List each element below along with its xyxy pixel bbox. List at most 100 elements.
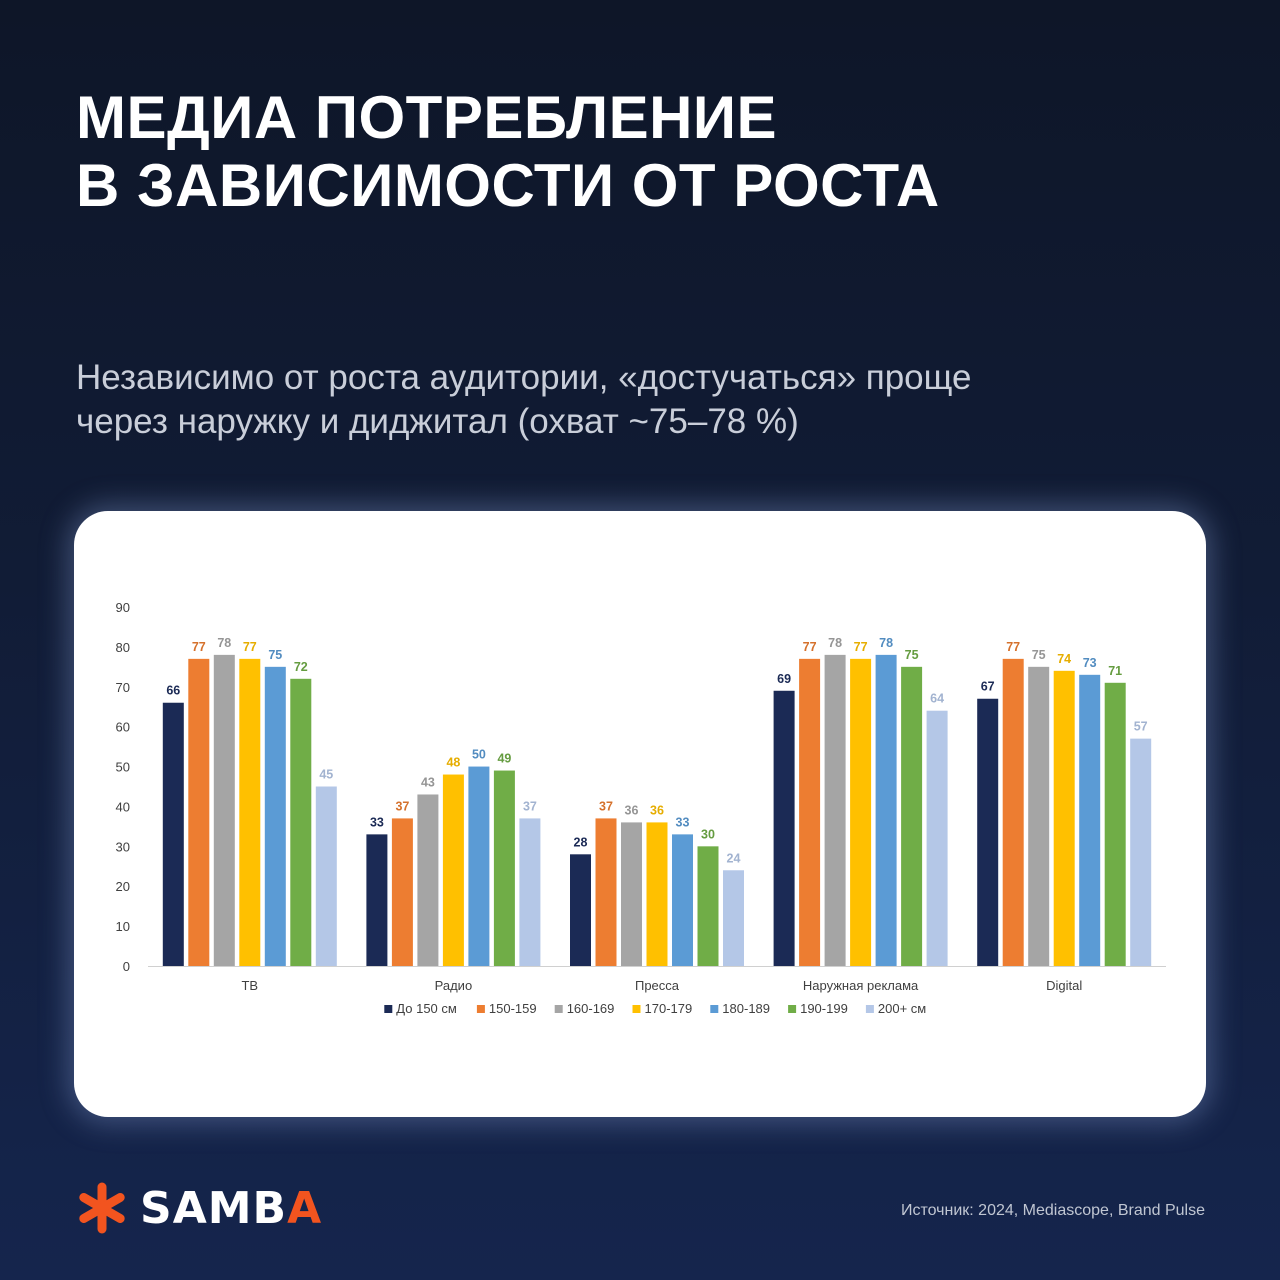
data-label: 45	[319, 768, 333, 782]
legend-swatch	[632, 1005, 641, 1013]
data-label: 36	[650, 803, 664, 817]
data-label: 74	[1057, 652, 1071, 666]
bar	[595, 818, 617, 966]
data-label: 33	[676, 815, 690, 829]
source-note: Источник: 2024, Mediascope, Brand Pulse	[900, 1202, 1205, 1219]
legend-swatch	[384, 1005, 393, 1013]
bar	[239, 658, 261, 966]
page-subtitle: Независимо от роста аудитории, «достучат…	[76, 356, 972, 444]
legend-label: 150-159	[489, 1001, 537, 1016]
data-label: 73	[1083, 656, 1097, 670]
bar	[1053, 670, 1075, 966]
brand-wordmark-accent: A	[287, 1182, 323, 1234]
data-label: 37	[523, 799, 537, 813]
data-label: 78	[217, 636, 231, 650]
data-label: 43	[421, 775, 435, 789]
brand-wordmark-main: SAMB	[140, 1182, 288, 1234]
data-label: 67	[981, 680, 995, 694]
data-label: 71	[1108, 664, 1122, 678]
data-label: 49	[497, 752, 511, 766]
category-label: Digital	[1046, 978, 1082, 993]
subtitle-line-1: Независимо от роста аудитории, «достучат…	[76, 358, 972, 397]
bar	[442, 774, 464, 966]
legend-swatch	[865, 1005, 874, 1013]
bar	[621, 822, 642, 966]
title-line-1: МЕДИА ПОТРЕБЛЕНИЕ	[76, 84, 778, 151]
bar	[315, 786, 337, 966]
bar	[926, 710, 948, 966]
bar	[773, 690, 795, 966]
bar	[799, 658, 821, 966]
page-title: МЕДИА ПОТРЕБЛЕНИЕ В ЗАВИСИМОСТИ ОТ РОСТА	[76, 84, 940, 220]
data-label: 36	[625, 803, 639, 817]
data-label: 77	[1006, 640, 1020, 654]
bar	[290, 678, 312, 966]
y-tick-label: 50	[116, 760, 130, 775]
data-label: 50	[472, 748, 486, 762]
legend-swatch	[554, 1005, 563, 1013]
data-label: 37	[599, 799, 613, 813]
y-tick-label: 80	[116, 640, 130, 655]
bar	[570, 854, 591, 966]
bar	[1079, 674, 1101, 966]
legend-swatch	[710, 1005, 719, 1013]
bar	[188, 658, 210, 966]
data-label: 48	[446, 756, 460, 770]
bar	[1028, 666, 1050, 966]
data-label: 72	[294, 660, 308, 674]
y-tick-label: 60	[116, 720, 130, 735]
bar	[723, 870, 744, 966]
title-line-2: В ЗАВИСИМОСТИ ОТ РОСТА	[76, 152, 940, 219]
data-label: 77	[854, 640, 868, 654]
bar	[646, 822, 668, 966]
bar	[824, 654, 846, 966]
bar	[1002, 658, 1024, 966]
bar	[162, 702, 184, 966]
data-label: 77	[803, 640, 817, 654]
bar	[213, 654, 235, 966]
bar	[493, 770, 515, 966]
data-label: 77	[243, 640, 257, 654]
y-tick-label: 10	[116, 919, 130, 934]
y-tick-label: 20	[116, 879, 130, 894]
bar	[264, 666, 286, 966]
bar	[875, 654, 897, 966]
data-label: 24	[727, 851, 741, 865]
brand-wordmark: SAMBA	[140, 1183, 322, 1234]
bar	[901, 666, 923, 966]
bar	[391, 818, 413, 966]
bar	[697, 846, 719, 966]
bar	[1104, 682, 1126, 966]
y-tick-label: 30	[116, 839, 130, 854]
y-tick-label: 0	[123, 959, 130, 974]
y-tick-label: 40	[116, 799, 130, 814]
bar-chart: 0 10 20 30 40 50 60 70 80 90 66 77 78 77 75 72 45 ТВ 33 37 4…	[116, 600, 1166, 1016]
category-label: ТВ	[241, 978, 258, 993]
legend-label: 180-189	[722, 1001, 770, 1016]
data-label: 37	[395, 799, 409, 813]
y-tick-label: 70	[116, 680, 130, 695]
legend-label: 200+ см	[878, 1001, 926, 1016]
legend-label: 170-179	[645, 1001, 693, 1016]
chart-card: 0 10 20 30 40 50 60 70 80 90 66 77 78 77 75 72 45 ТВ 33 37 4…	[74, 511, 1206, 1117]
bar	[1130, 738, 1152, 966]
data-label: 30	[701, 827, 715, 841]
data-label: 77	[192, 640, 206, 654]
data-label: 33	[370, 815, 384, 829]
data-label: 75	[905, 648, 919, 662]
bar	[519, 818, 541, 966]
category-label: Радио	[435, 978, 473, 993]
legend-swatch	[788, 1005, 797, 1013]
category-label: Пресса	[635, 978, 680, 993]
data-label: 28	[574, 835, 588, 849]
subtitle-line-2: через наружку и диджитал (охват ~75–78 %…	[76, 402, 799, 441]
data-label: 75	[1032, 648, 1046, 662]
legend-label: До 150 см	[396, 1001, 457, 1016]
data-label: 57	[1134, 720, 1148, 734]
data-label: 69	[777, 672, 791, 686]
legend-swatch	[476, 1005, 485, 1013]
data-label: 75	[268, 648, 282, 662]
data-label: 78	[828, 636, 842, 650]
bar	[366, 834, 388, 966]
data-label: 64	[930, 692, 944, 706]
